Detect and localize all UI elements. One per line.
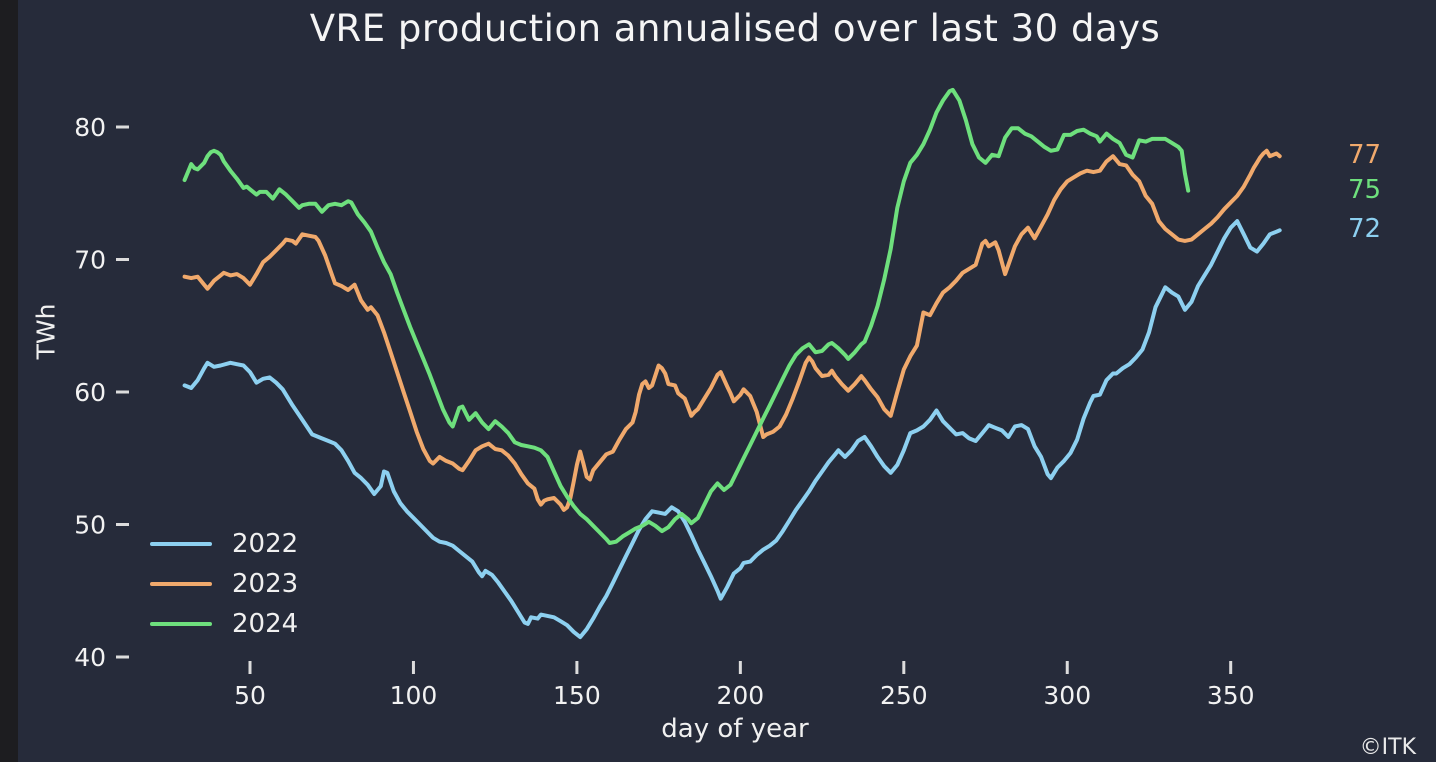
y-axis-label: TWh: [31, 303, 61, 360]
legend-label-2024: 2024: [232, 609, 299, 639]
y-tick-label: 70: [74, 246, 106, 275]
y-tick-label: 50: [74, 511, 106, 540]
end-label-2022: 72: [1348, 214, 1382, 245]
left-strip: [0, 0, 18, 762]
legend-item-2023: 2023: [150, 564, 298, 604]
y-tick-label: 80: [74, 113, 106, 142]
copyright-label: ©ITK: [1359, 735, 1416, 760]
line-2024: [182, 87, 1191, 545]
legend-swatch-2022: [150, 542, 212, 546]
x-tick-label: 350: [1207, 681, 1255, 710]
y-tick-label: 40: [74, 643, 106, 672]
x-tick-label: 200: [716, 681, 764, 710]
x-axis-label: day of year: [661, 714, 809, 744]
x-tick-label: 100: [390, 681, 438, 710]
x-tick-label: 250: [880, 681, 928, 710]
end-label-2024: 75: [1348, 174, 1382, 205]
legend: 2022 2023 2024: [150, 524, 298, 644]
legend-swatch-2024: [150, 622, 212, 626]
end-label-2023: 77: [1348, 140, 1382, 171]
legend-label-2023: 2023: [232, 569, 299, 599]
legend-item-2024: 2024: [150, 604, 298, 644]
x-tick-label: 50: [234, 681, 266, 710]
y-tick-label: 60: [74, 378, 106, 407]
legend-label-2022: 2022: [232, 529, 299, 559]
x-tick-label: 150: [553, 681, 601, 710]
legend-swatch-2023: [150, 582, 212, 586]
chart-title: VRE production annualised over last 30 d…: [309, 7, 1161, 50]
legend-item-2022: 2022: [150, 524, 298, 564]
line-2023: [182, 148, 1282, 512]
x-tick-label: 300: [1043, 681, 1091, 710]
line-2022: [182, 219, 1282, 640]
